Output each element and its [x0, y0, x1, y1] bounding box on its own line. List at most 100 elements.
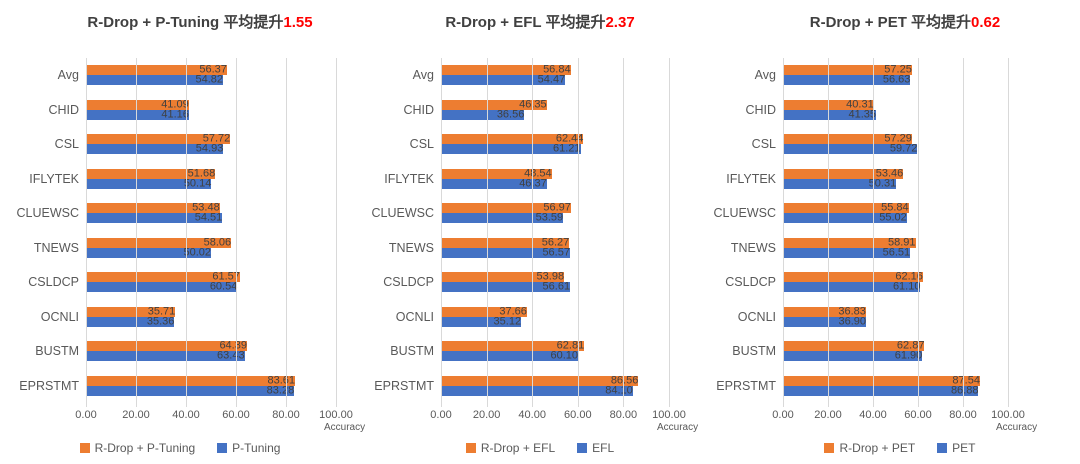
plot-body: Avg CHID CSL IFLYTEK CLUEWSC TNEWS CSLDCP OCNLI… [360, 58, 720, 407]
bar [441, 65, 571, 76]
bar [86, 203, 220, 214]
bar-value-label: 56.97 [543, 201, 571, 214]
gridline [623, 58, 625, 407]
axis-title-accuracy: Accuracy [657, 422, 699, 433]
gridline [441, 58, 442, 407]
bar-value-label: 53.46 [875, 167, 904, 180]
bar-line: 83.28 [86, 384, 336, 397]
bar [86, 168, 216, 179]
bar-value-label: 56.37 [199, 63, 227, 76]
bar-line: 62.16 [783, 271, 1008, 283]
bar-line: 46.35 [441, 99, 669, 110]
bar [441, 178, 547, 189]
bar-line: 55.02 [783, 212, 1008, 224]
bar-value-label: 50.31 [868, 177, 897, 190]
bar-value-label: 57.25 [884, 63, 912, 76]
bar-value-label: 61.21 [553, 142, 581, 155]
gridline [669, 58, 670, 407]
bar-value-label: 53.98 [536, 270, 565, 283]
gridline [873, 58, 874, 407]
bar-value-label: 60.10 [550, 349, 579, 362]
category-label: BUSTM [390, 344, 434, 359]
legend-label: R-Drop + EFL [480, 441, 556, 455]
category-label: CLUEWSC [371, 206, 434, 221]
bar [783, 109, 877, 120]
bar-value-label: 54.51 [194, 211, 223, 224]
category-label: OCNLI [395, 309, 434, 324]
x-tick-label: 20.00 [814, 409, 842, 421]
bar-value-label: 60.54 [209, 280, 238, 293]
x-tick-label: 40.00 [518, 409, 546, 421]
x-tick-label: 40.00 [859, 409, 887, 421]
chart-title: R-Drop + P-Tuning 平均提升1.55 [0, 12, 360, 34]
x-tick-label: 60.00 [564, 409, 592, 421]
bar [86, 178, 212, 189]
bar [783, 247, 911, 258]
bar-group: 86.56 84.10 [441, 369, 669, 404]
bar-group: 56.37 54.82 [86, 58, 336, 93]
bar-line: 50.14 [86, 177, 336, 190]
bar-line: 40.31 [783, 99, 1008, 110]
bar-line: 62.87 [783, 340, 1008, 352]
bar-value-label: 56.27 [541, 236, 570, 249]
chart-title-text: R-Drop + EFL 平均提升 [445, 14, 606, 31]
bar-value-label: 37.66 [499, 305, 527, 318]
bar [441, 168, 552, 179]
legend-swatch-icon [937, 443, 948, 453]
bar-line: 53.98 [441, 270, 669, 283]
bar-line: 56.57 [441, 247, 669, 258]
x-tick-label: 40.00 [172, 409, 200, 421]
bar-group: 41.09 41.16 [86, 93, 336, 128]
plot-body: Avg CHID CSL IFLYTEK CLUEWSC TNEWS CSLDCP OCNLI… [0, 58, 360, 407]
chart-title-text: R-Drop + P-Tuning 平均提升 [87, 14, 284, 31]
bar-line: 41.16 [86, 109, 336, 120]
bar-line: 61.90 [783, 350, 1008, 362]
bar [86, 99, 189, 110]
bar [86, 272, 240, 283]
bar-group: 87.54 86.88 [783, 369, 1008, 404]
bar-line: 53.46 [783, 167, 1008, 180]
bar-value-label: 54.82 [195, 73, 224, 86]
bar-line: 57.29 [783, 133, 1008, 145]
bar-group: 64.39 63.43 [86, 334, 336, 369]
bar-line: 57.72 [86, 133, 336, 145]
bar-value-label: 50.14 [183, 177, 212, 190]
bar-value-label: 83.28 [266, 384, 295, 397]
bar [783, 65, 912, 76]
bar-line: 50.31 [783, 177, 1008, 190]
x-tick-label: 80.00 [609, 409, 638, 421]
category-label: CHID [403, 102, 434, 117]
bar-line: 50.02 [86, 247, 336, 258]
bar [783, 134, 912, 145]
chart-panel-efl: R-Drop + EFL 平均提升2.37 Avg CHID CSL IFLYTEK C… [360, 0, 720, 464]
bar-line: 86.56 [441, 375, 669, 386]
category-label: EPRSTMT [19, 378, 79, 393]
x-axis: Accuracy 0.00 20.00 40.00 60.00 80.00 100.00 [75, 409, 365, 437]
chart-title-text: R-Drop + PET 平均提升 [809, 14, 972, 31]
bar-rows: 57.25 56.63 40.31 41.35 57.29 59.72 53.46 50.31… [783, 58, 1008, 403]
bar-value-label: 56.63 [882, 73, 911, 86]
category-label: BUSTM [732, 344, 776, 359]
bar [783, 341, 925, 352]
legend-swatch-icon [465, 443, 476, 453]
bar-group: 58.06 50.02 [86, 231, 336, 266]
bar [86, 134, 231, 145]
bar-line: 84.10 [441, 385, 669, 396]
bar [86, 385, 295, 396]
gridline [783, 58, 784, 407]
bar-line: 54.93 [86, 143, 336, 155]
bar-value-label: 56.84 [543, 63, 571, 76]
bar [441, 134, 584, 145]
bar [783, 272, 923, 283]
bar-line: 62.44 [441, 133, 669, 145]
bar [783, 237, 916, 248]
bar-line: 62.81 [441, 340, 669, 352]
bar [783, 178, 897, 189]
bar-value-label: 64.39 [219, 339, 247, 352]
category-label: IFLYTEK [29, 171, 79, 186]
bar-line: 60.54 [86, 280, 336, 293]
bar-group: 62.16 61.10 [783, 265, 1008, 300]
bar [86, 213, 223, 224]
bar-group: 62.44 61.21 [441, 127, 669, 162]
bar [783, 75, 911, 86]
